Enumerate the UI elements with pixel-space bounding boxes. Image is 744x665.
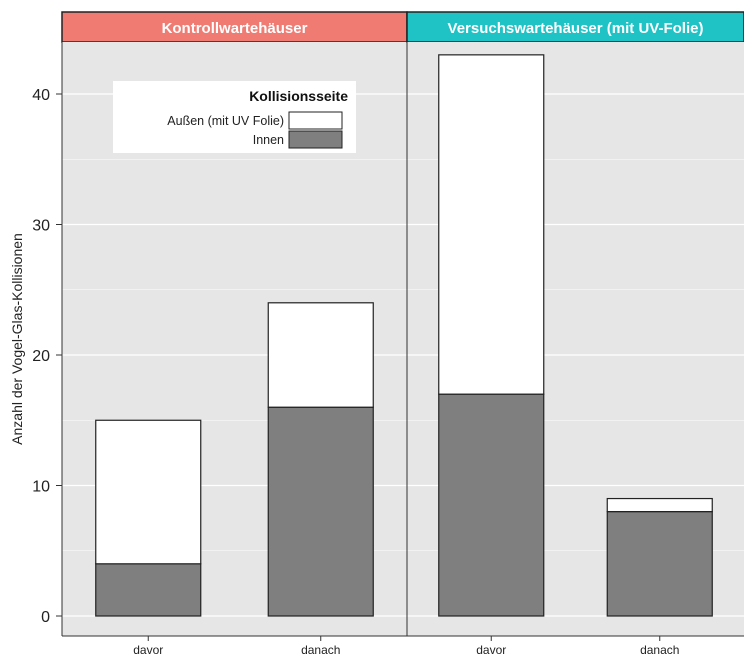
bar-segment-aussen bbox=[438, 54, 545, 395]
y-tick-label: 10 bbox=[32, 479, 50, 496]
bar-segment-innen bbox=[267, 406, 374, 617]
legend-key-innen bbox=[288, 130, 343, 149]
y-axis-title: Anzahl der Vogel-Glas-Kollisionen bbox=[9, 233, 25, 445]
x-tick-label: danach bbox=[640, 643, 679, 657]
bar-segment-innen bbox=[438, 393, 545, 617]
x-tick-label: davor bbox=[476, 643, 506, 657]
bar-segment-innen bbox=[606, 511, 713, 617]
bar-segment-innen bbox=[95, 563, 202, 617]
y-tick-label: 0 bbox=[41, 609, 50, 626]
y-tick-label: 40 bbox=[32, 87, 50, 104]
bar-segment-aussen bbox=[606, 497, 713, 513]
facet-strip-title: Versuchswartehäuser (mit UV-Folie) bbox=[448, 20, 704, 37]
x-tick-label: danach bbox=[301, 643, 340, 657]
facet-strip-title: Kontrollwartehäuser bbox=[162, 20, 308, 37]
facet-strip bbox=[61, 11, 408, 43]
legend-label: Außen (mit UV Folie) bbox=[167, 114, 284, 128]
legend-key-aussen bbox=[288, 111, 343, 130]
bar-segment-aussen bbox=[267, 302, 374, 408]
legend-title: Kollisionsseite bbox=[249, 88, 348, 104]
bar-segment-aussen bbox=[95, 419, 202, 565]
x-tick-label: davor bbox=[133, 643, 163, 657]
legend-label: Innen bbox=[253, 133, 284, 147]
facet-strip bbox=[406, 11, 744, 43]
y-tick-label: 30 bbox=[32, 218, 50, 235]
y-tick-label: 20 bbox=[32, 348, 50, 365]
